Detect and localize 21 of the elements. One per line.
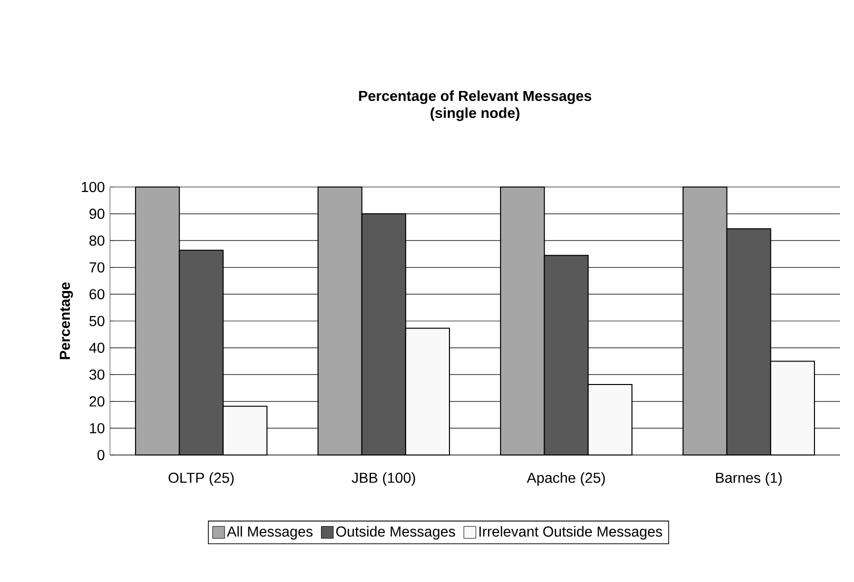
y-tick-label: 0	[97, 450, 104, 460]
y-tick-label: 50	[89, 316, 104, 326]
x-tick-label: JBB (100)	[352, 472, 416, 486]
y-tick-label: 90	[90, 208, 104, 219]
x-tick-label: Barnes (1)	[716, 472, 782, 486]
y-tick-label: 30	[89, 369, 104, 380]
y-tick-label: 20	[90, 396, 104, 407]
y-tick-label: 80	[89, 235, 104, 246]
chart-title: Percentage of Relevant Messages	[359, 90, 592, 104]
y-axis-title: Percentage	[60, 282, 73, 360]
legend-label: All Messages	[226, 526, 312, 540]
legend-label: Outside Messages	[336, 526, 456, 540]
x-tick-label: Apache (25)	[526, 472, 605, 486]
y-tick-label: 100	[82, 182, 104, 192]
x-tick-label: OLTP (25)	[168, 472, 234, 486]
chart-subtitle: (single node)	[430, 107, 520, 121]
legend-label: Irrelevant Outside Messages	[479, 526, 662, 540]
y-tick-label: 60	[90, 289, 104, 300]
y-tick-label: 40	[89, 342, 104, 353]
y-tick-label: 70	[90, 262, 104, 273]
y-tick-label: 10	[90, 423, 104, 434]
